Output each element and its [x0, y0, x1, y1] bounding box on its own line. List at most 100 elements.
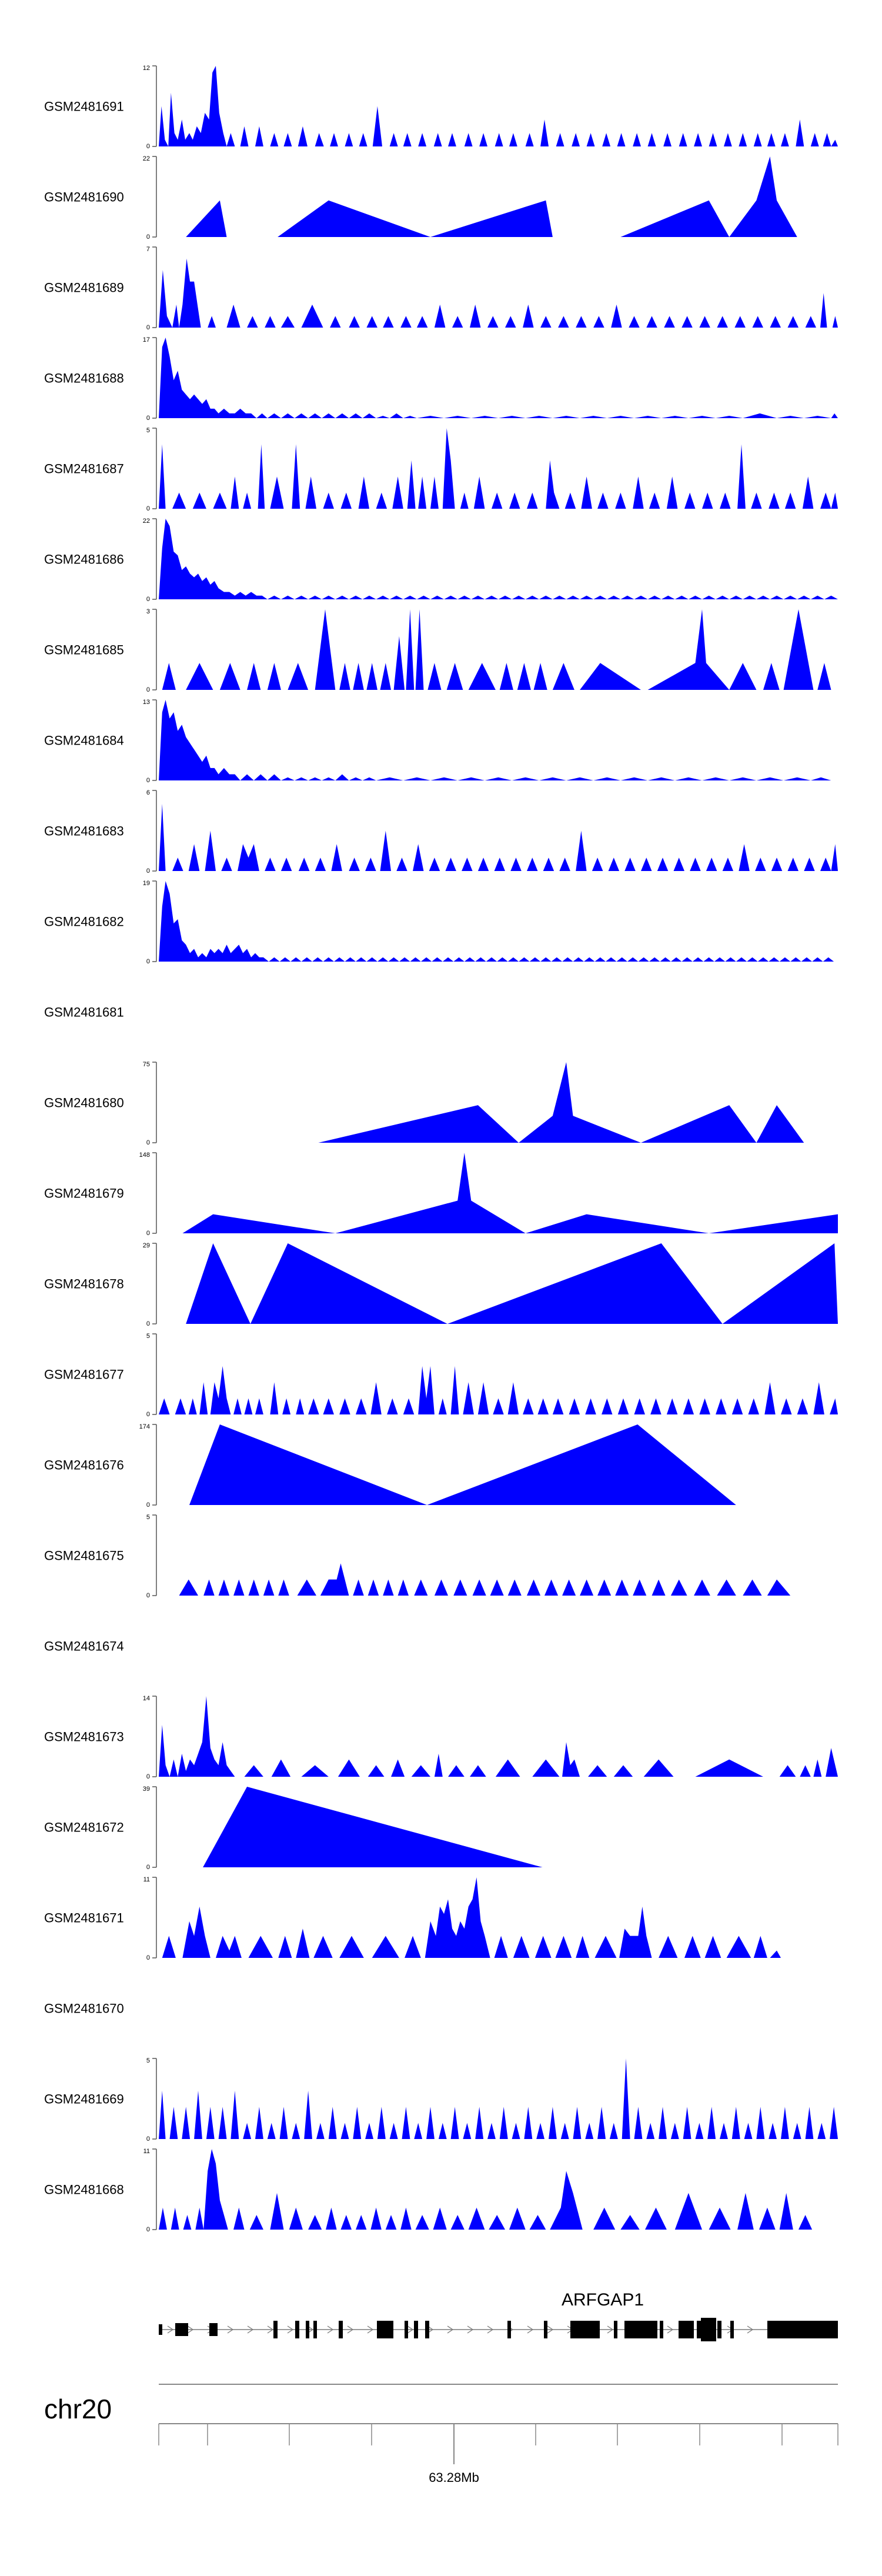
y-tick-label-max: 39 — [143, 1786, 150, 1793]
track-GSM2481686: GSM2481686 22 0 — [44, 518, 838, 603]
track-label: GSM2481687 — [44, 462, 124, 476]
coverage-area — [162, 1877, 781, 1958]
y-tick-label-min: 0 — [146, 867, 150, 875]
exon-block — [624, 2321, 657, 2338]
track-label: GSM2481689 — [44, 281, 124, 295]
exon-block — [313, 2321, 317, 2338]
track-label: GSM2481677 — [44, 1367, 124, 1382]
coverage-area — [159, 1366, 838, 1414]
y-tick-label-min: 0 — [146, 233, 150, 241]
coverage-area — [159, 519, 838, 599]
strand-arrow-icon — [667, 2325, 674, 2334]
track-GSM2481676: GSM2481676 174 0 — [44, 1423, 736, 1509]
strand-arrow-icon — [367, 2325, 374, 2334]
track-label: GSM2481680 — [44, 1096, 124, 1110]
coverage-area — [159, 428, 838, 509]
gene-name-label: ARFGAP1 — [562, 2290, 644, 2310]
coverage-area — [159, 66, 838, 146]
y-tick-label-max: 5 — [146, 427, 150, 434]
y-tick-label-max: 5 — [146, 1514, 150, 1521]
coverage-area — [159, 700, 831, 780]
coverage-area — [203, 1787, 543, 1867]
coverage-area — [159, 803, 838, 871]
track-label: GSM2481673 — [44, 1730, 124, 1744]
y-tick-label-max: 12 — [143, 65, 150, 72]
track-GSM2481672: GSM2481672 39 0 — [44, 1786, 543, 1871]
y-tick-label-max: 148 — [139, 1152, 150, 1159]
track-GSM2481677: GSM2481677 5 0 — [44, 1333, 838, 1418]
y-tick-label-min: 0 — [146, 143, 150, 150]
y-tick-label-max: 29 — [143, 1242, 150, 1249]
y-tick-label-min: 0 — [146, 1864, 150, 1871]
y-tick-label-min: 0 — [146, 1592, 150, 1599]
y-tick-label-min: 0 — [146, 324, 150, 331]
y-tick-label-min: 0 — [146, 2135, 150, 2143]
track-GSM2481681: GSM2481681 — [44, 1005, 124, 1020]
track-label: GSM2481685 — [44, 643, 124, 658]
track-GSM2481673: GSM2481673 14 0 — [44, 1695, 838, 1780]
y-tick-label-max: 7 — [146, 246, 150, 253]
strand-arrow-icon — [327, 2325, 334, 2334]
y-tick-label-max: 13 — [143, 699, 150, 706]
strand-arrow-icon — [487, 2325, 494, 2334]
exon-block — [730, 2321, 734, 2338]
track-label: GSM2481688 — [44, 371, 124, 386]
strand-arrow-icon — [747, 2325, 754, 2334]
track-label: GSM2481675 — [44, 1549, 124, 1563]
track-GSM2481682: GSM2481682 19 0 — [44, 880, 834, 965]
strand-arrow-icon — [407, 2325, 414, 2334]
exon-block — [209, 2323, 218, 2336]
y-tick-label-min: 0 — [146, 2226, 150, 2233]
coverage-area — [159, 338, 838, 418]
track-label: GSM2481674 — [44, 1639, 124, 1654]
exon-block — [295, 2321, 299, 2338]
track-GSM2481680: GSM2481680 75 0 — [44, 1061, 804, 1146]
track-label: GSM2481683 — [44, 824, 124, 839]
track-GSM2481690: GSM2481690 22 0 — [44, 155, 797, 241]
track-label: GSM2481681 — [44, 1005, 124, 1020]
y-tick-label-min: 0 — [146, 1139, 150, 1146]
strand-arrow-icon — [187, 2325, 194, 2334]
track-GSM2481688: GSM2481688 17 0 — [44, 336, 838, 422]
coverage-area — [318, 1062, 804, 1143]
exon-block — [570, 2321, 600, 2338]
track-GSM2481683: GSM2481683 6 0 — [44, 789, 838, 875]
exon-block — [175, 2323, 188, 2336]
exon-block — [306, 2321, 309, 2338]
axis-ticks — [158, 2424, 838, 2445]
y-tick-label-max: 3 — [146, 608, 150, 615]
exon-block — [660, 2321, 663, 2338]
y-tick-label-min: 0 — [146, 1954, 150, 1961]
y-tick-label-max: 75 — [143, 1061, 150, 1068]
axis-coordinate-label: 63.28Mb — [429, 2470, 479, 2485]
exon-block — [339, 2321, 343, 2338]
exon-block — [717, 2321, 721, 2338]
y-tick-label-min: 0 — [146, 686, 150, 693]
coverage-area — [159, 258, 838, 328]
coverage-area — [186, 1243, 838, 1324]
y-tick-label-max: 17 — [143, 336, 150, 343]
y-tick-label-min: 0 — [146, 1773, 150, 1780]
exon-block — [679, 2321, 694, 2338]
y-tick-label-min: 0 — [146, 1411, 150, 1418]
coverage-area — [186, 156, 797, 237]
track-label: GSM2481671 — [44, 1911, 124, 1926]
strand-arrow-icon — [607, 2325, 614, 2334]
y-tick-label-min: 0 — [146, 1501, 150, 1509]
coverage-tracks: GSM2481691120GSM2481690220GSM248168970GS… — [44, 65, 838, 2233]
y-tick-label-max: 22 — [143, 155, 150, 162]
track-label: GSM2481684 — [44, 733, 124, 748]
track-label: GSM2481669 — [44, 2092, 124, 2107]
strand-arrow-icon — [267, 2325, 274, 2334]
exon-block — [159, 2324, 162, 2335]
track-GSM2481675: GSM2481675 5 0 — [44, 1514, 791, 1599]
coverage-area — [159, 881, 834, 962]
strand-arrow-icon — [447, 2325, 454, 2334]
coverage-area — [162, 609, 831, 690]
track-label: GSM2481678 — [44, 1277, 124, 1292]
track-label: GSM2481691 — [44, 99, 124, 114]
exon-block — [701, 2318, 716, 2341]
exon-block — [425, 2321, 429, 2338]
strand-arrow-icon — [347, 2325, 354, 2334]
exon-block — [377, 2321, 393, 2338]
